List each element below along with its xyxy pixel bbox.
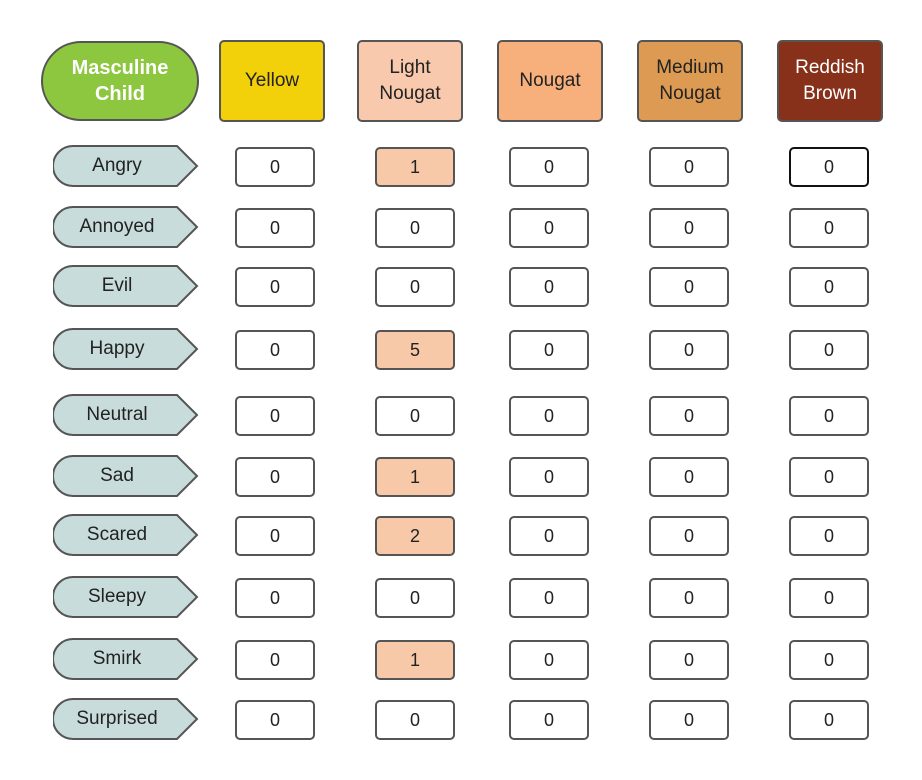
tag-shape [53,455,199,497]
count-cell: 0 [235,208,315,248]
tag-shape [53,265,199,307]
column-header-reddish-brown: Reddish Brown [777,40,883,122]
count-cell: 0 [235,700,315,740]
row-label-text: Angry [92,155,142,176]
count-cell: 0 [649,267,729,307]
row-label-smirk: Smirk [53,638,199,680]
count-cell: 0 [789,640,869,680]
row-label-text: Happy [89,338,145,359]
count-cell: 0 [235,578,315,618]
count-cell: 0 [375,396,455,436]
count-cell: 0 [509,330,589,370]
count-cell: 0 [509,516,589,556]
count-cell: 0 [235,330,315,370]
count-cell: 0 [649,208,729,248]
row-label-text: Smirk [92,648,142,669]
count-cell: 0 [649,578,729,618]
row-label-sleepy: Sleepy [53,576,199,618]
column-header-yellow: Yellow [219,40,325,122]
count-cell: 0 [509,208,589,248]
count-cell: 0 [789,396,869,436]
count-cell: 0 [509,396,589,436]
row-label-text: Surprised [76,708,158,729]
count-cell: 0 [375,208,455,248]
row-label-text: Scared [86,524,148,545]
count-cell: 1 [375,457,455,497]
tag-shape [53,638,199,680]
count-cell: 0 [375,267,455,307]
count-cell: 0 [789,516,869,556]
count-cell: 0 [789,267,869,307]
row-label-happy: Happy [53,328,199,370]
count-cell: 1 [375,640,455,680]
count-cell: 0 [649,640,729,680]
tag-shape [53,145,199,187]
row-label-surprised: Surprised [53,698,199,740]
count-cell: 1 [375,147,455,187]
tag-shape [53,698,199,740]
count-cell: 0 [649,700,729,740]
count-cell: 0 [649,147,729,187]
count-cell: 0 [649,457,729,497]
count-cell: 0 [789,578,869,618]
count-cell: 0 [509,267,589,307]
row-label-text: Sleepy [87,586,147,607]
count-cell: 0 [235,147,315,187]
column-header-medium-nougat: Medium Nougat [637,40,743,122]
count-cell: 0 [789,457,869,497]
header-title: Masculine Child [41,41,199,121]
count-cell: 0 [649,396,729,436]
tag-shape [53,394,199,436]
count-cell: 0 [509,457,589,497]
row-label-evil: Evil [53,265,199,307]
column-header-light-nougat: Light Nougat [357,40,463,122]
row-label-annoyed: Annoyed [53,206,199,248]
row-label-text: Annoyed [79,216,155,237]
count-cell: 0 [375,700,455,740]
tag-shape [53,206,199,248]
count-cell: 0 [509,147,589,187]
count-cell: 0 [509,700,589,740]
count-cell: 0 [789,700,869,740]
row-label-text: Neutral [86,404,148,425]
count-cell: 2 [375,516,455,556]
row-label-text: Evil [101,275,133,296]
count-cell: 0 [375,578,455,618]
count-cell: 0 [789,147,869,187]
column-header-nougat: Nougat [497,40,603,122]
row-label-sad: Sad [53,455,199,497]
tag-shape [53,514,199,556]
row-label-text: Sad [100,465,134,486]
tag-shape [53,576,199,618]
count-cell: 0 [649,330,729,370]
count-cell: 0 [235,516,315,556]
count-cell: 0 [789,208,869,248]
count-cell: 5 [375,330,455,370]
tag-shape [53,328,199,370]
count-cell: 0 [235,396,315,436]
row-label-angry: Angry [53,145,199,187]
count-cell: 0 [509,640,589,680]
count-cell: 0 [789,330,869,370]
count-cell: 0 [235,640,315,680]
count-cell: 0 [235,457,315,497]
count-cell: 0 [649,516,729,556]
count-cell: 0 [235,267,315,307]
row-label-neutral: Neutral [53,394,199,436]
count-cell: 0 [509,578,589,618]
row-label-scared: Scared [53,514,199,556]
